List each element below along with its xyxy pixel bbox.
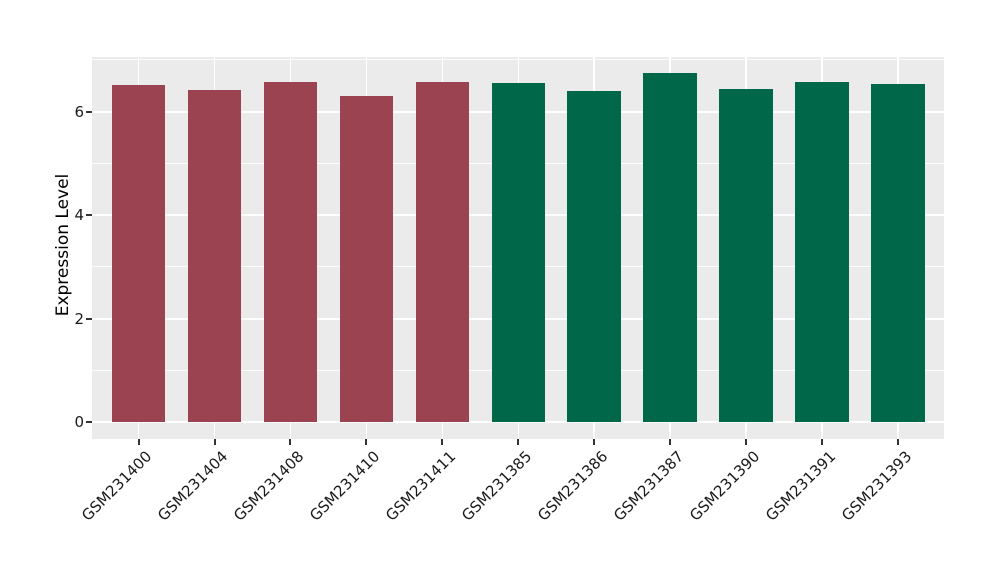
x-tick-mark-GSM231385 <box>517 439 520 445</box>
y-tick-mark-0 <box>86 421 92 423</box>
bar-GSM231410 <box>339 96 394 422</box>
x-tick-mark-GSM231386 <box>593 439 596 445</box>
bar-GSM231393 <box>871 83 925 422</box>
bar-GSM231400 <box>111 84 166 422</box>
x-tick-mark-GSM231408 <box>289 439 292 445</box>
y-tick-label-0: 0 <box>74 413 84 431</box>
x-tick-label-text: GSM231404 <box>154 447 232 525</box>
x-tick-mark-GSM231410 <box>365 439 368 445</box>
y-axis-title: Expression Level <box>53 173 73 317</box>
x-tick-label-text: GSM231400 <box>78 447 156 525</box>
bar-GSM231385 <box>491 82 546 422</box>
bar-GSM231386 <box>567 90 621 422</box>
plot-panel <box>92 57 944 439</box>
x-tick-label-text: GSM231386 <box>533 447 612 525</box>
bar-GSM231390 <box>719 88 773 422</box>
bar-GSM231391 <box>795 81 849 422</box>
x-tick-mark-GSM231390 <box>745 439 748 445</box>
x-tick-label-text: GSM231385 <box>457 447 536 525</box>
x-tick-mark-GSM231400 <box>137 439 140 445</box>
x-tick-mark-GSM231404 <box>213 439 216 445</box>
y-tick-label-4: 4 <box>74 206 84 225</box>
y-tick-label-2: 2 <box>74 309 84 328</box>
x-tick-label-text: GSM231411 <box>382 447 460 525</box>
y-tick-mark-2 <box>86 317 92 320</box>
x-tick-mark-GSM231393 <box>897 439 899 445</box>
x-tick-label-text: GSM231391 <box>761 447 840 525</box>
bar-GSM231411 <box>415 82 470 422</box>
x-tick-mark-GSM231387 <box>669 439 672 445</box>
x-tick-label-text: GSM231408 <box>230 447 308 525</box>
x-tick-label-text: GSM231410 <box>306 447 384 525</box>
bar-GSM231408 <box>263 82 318 422</box>
x-tick-label-text: GSM231393 <box>837 447 916 525</box>
y-tick-mark-4 <box>86 214 92 217</box>
x-tick-mark-GSM231391 <box>821 439 824 445</box>
y-tick-label-6: 6 <box>74 102 84 121</box>
x-tick-label-text: GSM231387 <box>609 447 688 525</box>
bar-GSM231387 <box>643 72 697 422</box>
y-tick-mark-6 <box>86 110 92 113</box>
x-tick-mark-GSM231411 <box>441 439 444 445</box>
x-tick-label-text: GSM231390 <box>685 447 764 525</box>
bar-GSM231404 <box>187 89 242 422</box>
